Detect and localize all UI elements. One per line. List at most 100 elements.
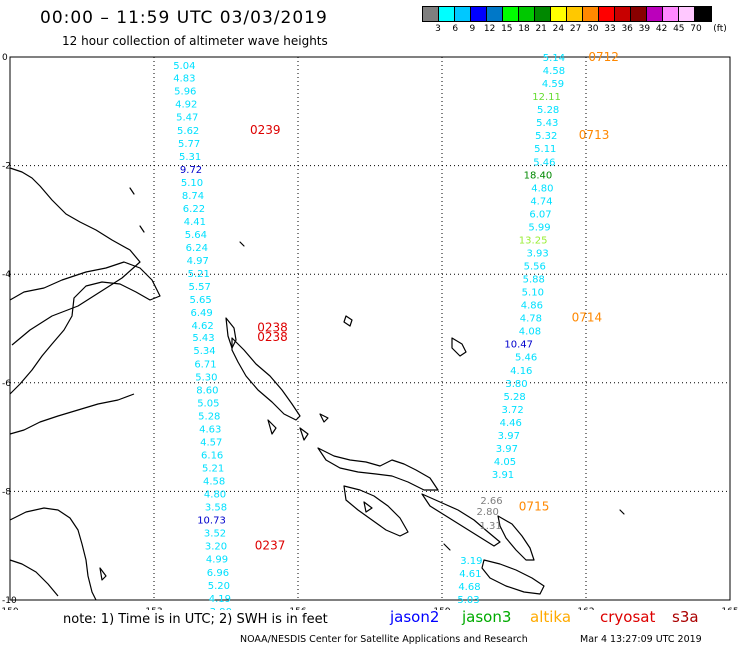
color-swatch xyxy=(519,7,535,21)
wave-height-value: 5.32 xyxy=(535,131,557,142)
coastline xyxy=(9,559,59,597)
wave-height-value: 3.93 xyxy=(526,248,548,259)
wave-height-value: 4.05 xyxy=(494,457,516,468)
wave-height-value: 4.74 xyxy=(530,196,552,207)
color-swatch xyxy=(439,7,455,21)
color-legend-label: 15 xyxy=(501,24,513,34)
wave-height-value: 5.62 xyxy=(177,126,199,137)
wave-height-value: 5.30 xyxy=(195,372,217,383)
wave-height-value: 5.47 xyxy=(176,113,198,124)
wave-height-value: 2.66 xyxy=(480,496,502,507)
wave-height-value: 6.49 xyxy=(190,308,212,319)
color-legend-label: 21 xyxy=(535,24,547,34)
wave-height-value: 5.04 xyxy=(173,61,195,72)
color-legend-label: 9 xyxy=(469,24,476,34)
wave-height-value: 5.28 xyxy=(198,411,220,422)
wave-height-value: 5.31 xyxy=(179,152,201,163)
satellite-legend-item: s3a xyxy=(672,608,699,626)
wave-height-value: 4.58 xyxy=(543,66,565,77)
color-legend-label: 6 xyxy=(452,24,459,34)
wave-height-value: 9.72 xyxy=(180,165,202,176)
satellite-legend-item: altika xyxy=(530,608,572,626)
color-swatch xyxy=(551,7,567,21)
color-legend-bar xyxy=(422,6,712,22)
color-legend-unit: (ft) xyxy=(713,24,727,34)
pass-time-label: 0713 xyxy=(579,128,610,142)
wave-height-value: 1.31 xyxy=(479,521,501,532)
wave-height-value: 4.61 xyxy=(459,569,481,580)
wave-height-value: 5.28 xyxy=(537,105,559,116)
y-tick-label: -4 xyxy=(2,270,11,280)
color-swatch xyxy=(567,7,583,21)
wave-height-value: 5.21 xyxy=(188,269,210,280)
wave-height-value: 4.46 xyxy=(500,418,522,429)
wave-height-value: 6.16 xyxy=(201,450,223,461)
wave-height-value: 4.83 xyxy=(173,74,195,85)
coastline xyxy=(99,567,107,581)
satellite-legend-item: jason3 xyxy=(462,608,512,626)
wave-height-value: 6.96 xyxy=(207,568,229,579)
wave-height-value: 3.72 xyxy=(502,405,524,416)
coastline xyxy=(317,447,439,491)
wave-height-value: 6.22 xyxy=(183,204,205,215)
color-swatch xyxy=(471,7,487,21)
wave-height-value: 13.25 xyxy=(519,235,548,246)
color-swatch xyxy=(695,7,711,21)
wave-height-value: 4.78 xyxy=(520,314,542,325)
wave-height-value: 5.43 xyxy=(192,333,214,344)
wave-height-value: 5.10 xyxy=(181,178,203,189)
wave-height-value: 4.41 xyxy=(184,217,206,228)
wave-height-value: 8.60 xyxy=(196,385,218,396)
color-swatch xyxy=(487,7,503,21)
color-legend-label: 30 xyxy=(587,24,599,34)
y-tick-label: -8 xyxy=(2,487,11,497)
coastline xyxy=(9,167,141,346)
color-legend-label: 33 xyxy=(604,24,616,34)
wave-height-value: 3.19 xyxy=(460,556,482,567)
wave-height-value: 4.68 xyxy=(458,582,480,593)
coastline xyxy=(421,493,501,547)
wave-height-value: 8.74 xyxy=(182,191,204,202)
color-legend-labels: 3 6 9 12 15 18 21 24 27 30 33 36 39 42 45 70 (ft) xyxy=(422,24,740,36)
wave-height-value: 3.90 xyxy=(210,607,232,610)
map-title: 00:00 – 11:59 UTC 03/03/2019 xyxy=(40,8,328,28)
color-swatch xyxy=(631,7,647,21)
wave-height-value: 5.56 xyxy=(524,262,546,273)
wave-height-value: 10.73 xyxy=(197,516,226,527)
coastline xyxy=(451,337,467,357)
x-tick-label: 153 xyxy=(145,607,162,610)
coastline xyxy=(9,507,97,601)
wave-height-value: 18.40 xyxy=(524,170,553,181)
x-tick-label: 165 xyxy=(721,607,738,610)
coastline xyxy=(619,509,625,515)
wave-height-value: 5.65 xyxy=(190,295,212,306)
wave-height-value: 5.43 xyxy=(536,118,558,129)
coastline xyxy=(497,515,535,561)
wave-height-value: 4.63 xyxy=(199,424,221,435)
wave-height-value: 4.62 xyxy=(191,321,213,332)
y-tick-label: -2 xyxy=(2,162,11,172)
coastline xyxy=(225,317,237,349)
pass-time-label: 0238 xyxy=(257,330,288,344)
coastline xyxy=(443,543,451,551)
color-swatch xyxy=(663,7,679,21)
coastline xyxy=(129,187,135,195)
wave-height-value: 5.99 xyxy=(528,222,550,233)
color-swatch xyxy=(503,7,519,21)
wave-height-value: 5.46 xyxy=(515,353,537,364)
pass-time-label: 0712 xyxy=(588,50,619,64)
wave-height-value: 4.97 xyxy=(187,256,209,267)
coastline xyxy=(363,501,373,513)
map-frame xyxy=(9,56,731,601)
coastline xyxy=(9,261,161,395)
color-swatch xyxy=(599,7,615,21)
color-swatch xyxy=(647,7,663,21)
color-legend-label: 42 xyxy=(655,24,668,34)
x-tick-label: 159 xyxy=(433,607,450,610)
wave-height-value: 3.20 xyxy=(205,542,227,553)
wave-height-value: 4.80 xyxy=(531,183,553,194)
wave-height-value: 5.64 xyxy=(185,230,207,241)
y-tick-label: 0 xyxy=(2,53,8,63)
wave-height-value: 6.07 xyxy=(529,209,551,220)
wave-height-value: 4.80 xyxy=(204,490,226,501)
